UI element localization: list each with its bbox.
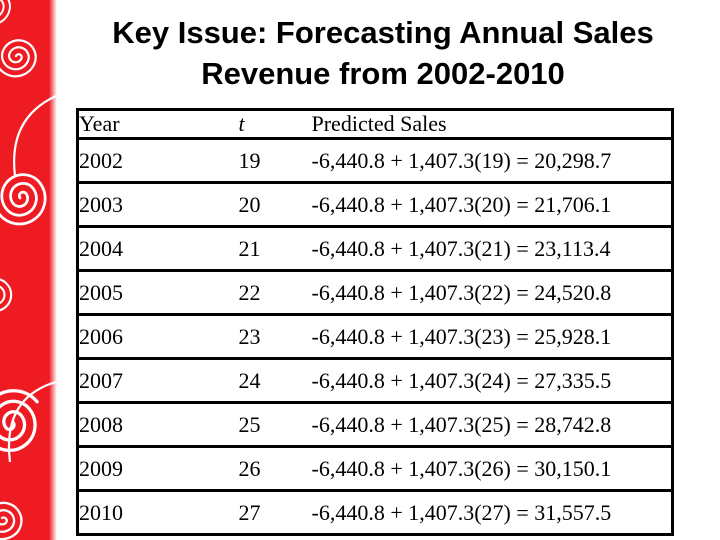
slide-title-line2: Revenue from 2002-2010 [201,56,565,91]
year-cell: 2008 [77,401,239,447]
table-body: 2002 19 -6,440.8 + 1,407.3(19) = 20,298.… [77,137,673,535]
year-cell: 2002 [77,137,239,183]
t-cell: 27 [238,489,312,535]
predicted-sales-cell: -6,440.8 + 1,407.3(26) = 30,150.1 [311,445,673,491]
predicted-sales-cell: -6,440.8 + 1,407.3(23) = 25,928.1 [311,313,673,359]
forecast-table: Year t Predicted Sales 2002 19 -6,440.8 … [76,108,674,536]
predicted-sales-cell: -6,440.8 + 1,407.3(24) = 27,335.5 [311,357,673,403]
table-row: 2008 25 -6,440.8 + 1,407.3(25) = 28,742.… [77,401,673,447]
t-cell: 25 [238,401,312,447]
t-cell: 22 [238,269,312,315]
table-row: 2009 26 -6,440.8 + 1,407.3(26) = 30,150.… [77,445,673,491]
table-header-row: Year t Predicted Sales [78,110,673,139]
year-cell: 2005 [77,269,239,315]
col-header-t: t [238,111,245,136]
slide-title-line1: Key Issue: Forecasting Annual Sales [112,15,654,50]
table-row: 2005 22 -6,440.8 + 1,407.3(22) = 24,520.… [77,269,673,315]
year-cell: 2006 [77,313,239,359]
table-row: 2010 27 -6,440.8 + 1,407.3(27) = 31,557.… [77,489,673,535]
col-header-predicted-sales: Predicted Sales [311,111,447,136]
table-row: 2007 24 -6,440.8 + 1,407.3(24) = 27,335.… [77,357,673,403]
year-cell: 2003 [77,181,239,227]
year-cell: 2009 [77,445,239,491]
predicted-sales-cell: -6,440.8 + 1,407.3(25) = 28,742.8 [311,401,673,447]
t-cell: 23 [238,313,312,359]
predicted-sales-cell: -6,440.8 + 1,407.3(20) = 21,706.1 [311,181,673,227]
table-row: 2003 20 -6,440.8 + 1,407.3(20) = 21,706.… [77,181,673,227]
t-cell: 26 [238,445,312,491]
table-row: 2006 23 -6,440.8 + 1,407.3(23) = 25,928.… [77,313,673,359]
predicted-sales-cell: -6,440.8 + 1,407.3(21) = 23,113.4 [311,225,673,271]
table-row: 2004 21 -6,440.8 + 1,407.3(21) = 23,113.… [77,225,673,271]
t-cell: 20 [238,181,312,227]
t-cell: 21 [238,225,312,271]
year-cell: 2010 [77,489,239,535]
table-row: 2002 19 -6,440.8 + 1,407.3(19) = 20,298.… [77,137,673,183]
year-cell: 2007 [77,357,239,403]
t-cell: 24 [238,357,312,403]
col-header-year: Year [79,111,120,136]
t-cell: 19 [238,137,312,183]
slide-title: Key Issue: Forecasting Annual Sales Reven… [50,12,716,94]
predicted-sales-cell: -6,440.8 + 1,407.3(22) = 24,520.8 [311,269,673,315]
predicted-sales-cell: -6,440.8 + 1,407.3(27) = 31,557.5 [311,489,673,535]
red-sidebar [0,0,58,540]
swirl-pattern-icon [0,0,57,540]
predicted-sales-cell: -6,440.8 + 1,407.3(19) = 20,298.7 [311,137,673,183]
year-cell: 2004 [77,225,239,271]
